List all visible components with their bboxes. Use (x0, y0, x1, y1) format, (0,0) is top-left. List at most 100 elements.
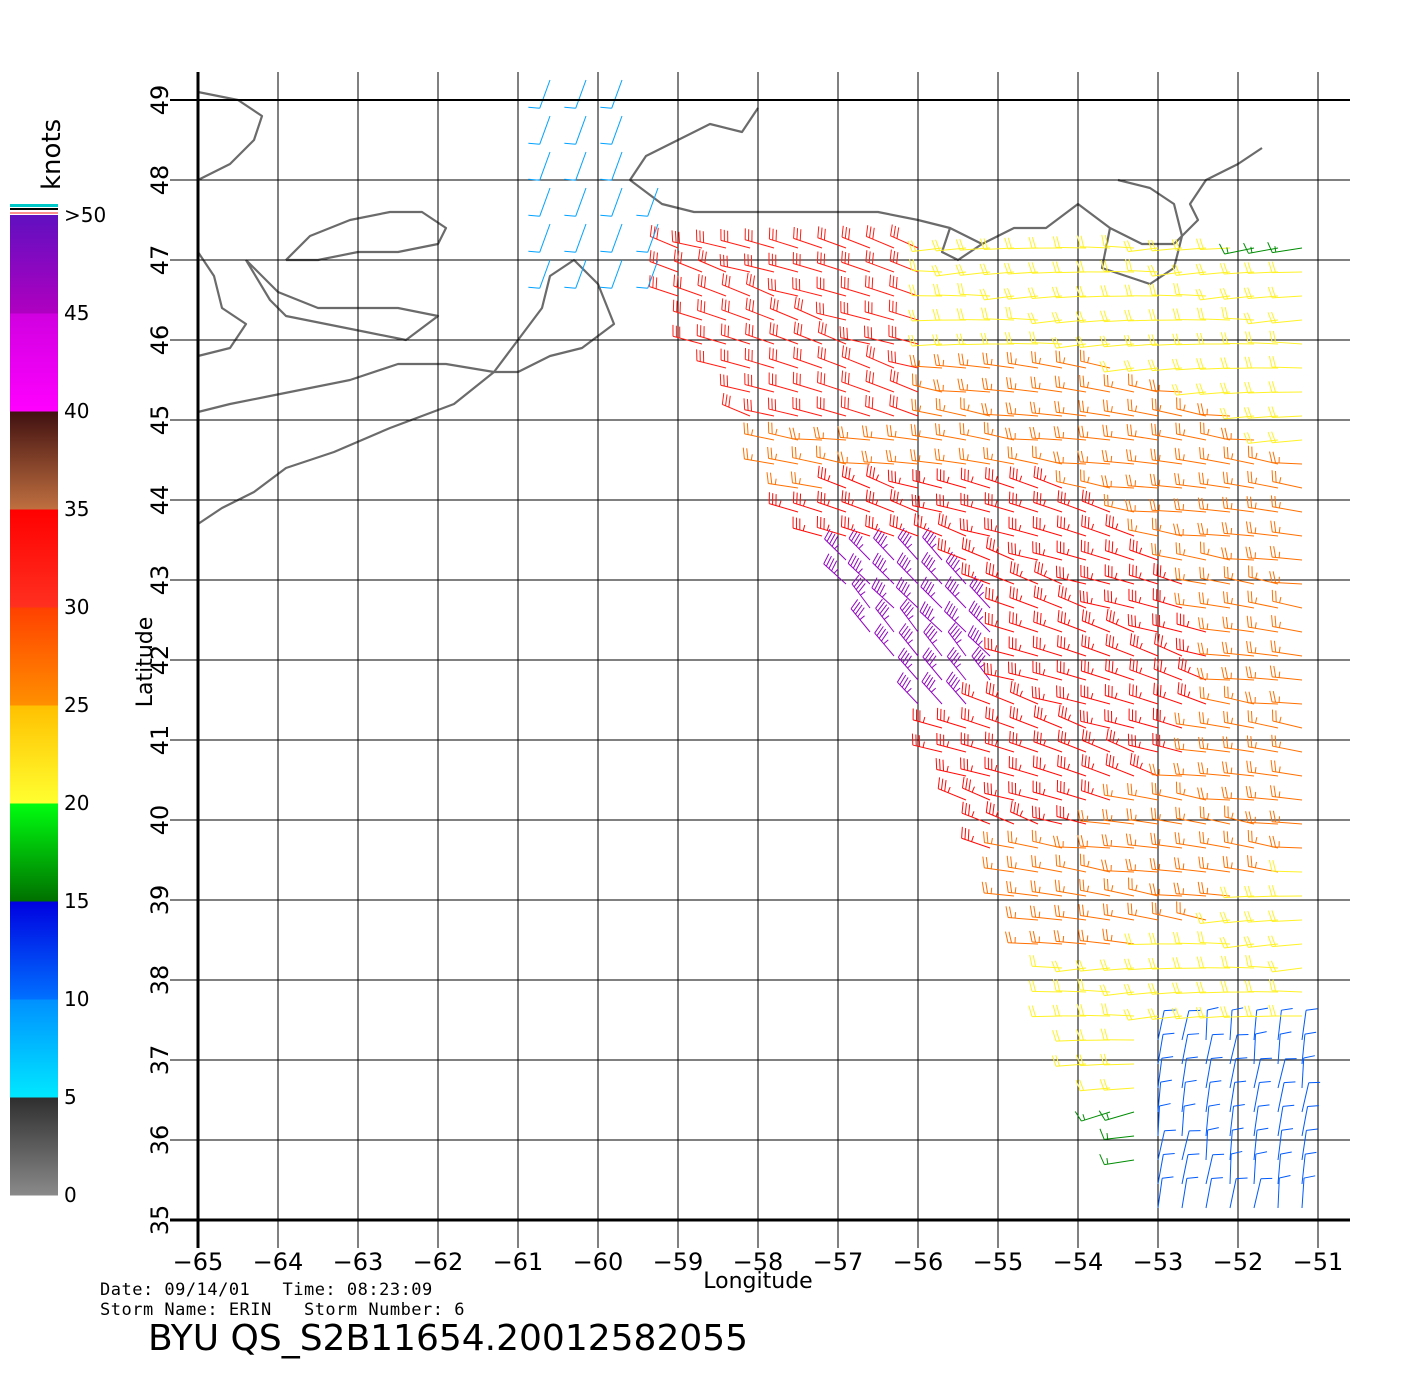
wind-barb (1080, 684, 1111, 705)
wind-barb (1099, 984, 1135, 997)
wind-barb (1080, 539, 1111, 561)
wind-barb (1101, 234, 1135, 249)
wind-barb (984, 492, 1015, 513)
wind-barb (745, 297, 775, 321)
wind-barb (890, 224, 919, 249)
wind-barb (1268, 910, 1303, 922)
wind-barb (1009, 466, 1039, 489)
wind-barb (1253, 1151, 1268, 1185)
wind-barb (1129, 658, 1159, 681)
wind-barb (945, 551, 967, 585)
wind-barb (1199, 447, 1231, 465)
wind-barb (1267, 242, 1303, 254)
wind-barb (1127, 518, 1159, 537)
wind-barb (1051, 1055, 1087, 1067)
colorbar-band (10, 411, 58, 510)
wind-barb (1173, 882, 1207, 897)
wind-barb (1219, 886, 1255, 899)
wind-barb (1221, 547, 1255, 561)
colorbar-label: 35 (64, 497, 89, 521)
wind-barb (896, 672, 919, 705)
colorbar-units: knots (37, 119, 67, 190)
wind-barb (899, 598, 919, 633)
wind-barb (1098, 1110, 1135, 1121)
wind-barb (823, 553, 847, 585)
wind-barb (1054, 400, 1087, 417)
wind-barb (956, 308, 991, 321)
wind-barb (1243, 936, 1279, 948)
wind-barb (1267, 431, 1303, 444)
wind-barb (1243, 242, 1279, 254)
wind-barb (768, 347, 799, 369)
wind-barb (889, 369, 919, 393)
wind-barb (1081, 634, 1111, 657)
wind-barb (719, 254, 751, 273)
longitude-tick-label: −54 (1053, 1248, 1104, 1276)
wind-barb (1205, 1033, 1224, 1065)
wind-barb (1269, 571, 1303, 585)
wind-barb (913, 513, 943, 537)
wind-barb (792, 252, 823, 273)
wind-barb (1028, 980, 1063, 993)
wind-barb (1221, 786, 1255, 801)
wind-barb (841, 465, 871, 489)
wind-barb (907, 240, 943, 253)
colorbar-cap-stripe (10, 212, 58, 214)
wind-barb (1246, 496, 1279, 513)
wind-barb (1197, 787, 1231, 801)
wind-barb (1196, 238, 1231, 251)
wind-barb (1221, 306, 1255, 321)
wind-barb (1174, 472, 1207, 489)
wind-barb (1101, 1003, 1135, 1017)
wind-barb (1102, 903, 1135, 921)
wind-barb (936, 732, 967, 753)
wind-barb (1267, 286, 1303, 299)
wind-barb (1148, 309, 1183, 321)
wind-barb (792, 396, 823, 417)
wind-barb (824, 528, 847, 561)
wind-barb (1271, 709, 1303, 729)
wind-barb (1195, 288, 1231, 301)
wind-barb (1151, 782, 1183, 801)
wind-barb (841, 225, 871, 249)
wind-barb (767, 277, 799, 297)
wind-barb (528, 151, 551, 181)
wind-barb (1101, 449, 1135, 465)
wind-barb (1053, 979, 1087, 993)
wind-barb (649, 250, 679, 273)
wind-barb (1270, 759, 1303, 777)
wind-barb (947, 622, 967, 657)
wind-barb (528, 223, 551, 253)
wind-barb (865, 344, 895, 369)
wind-barb (1077, 978, 1111, 993)
wind-barb (1029, 954, 1063, 969)
longitude-tick-label: −57 (813, 1248, 864, 1276)
wind-barb (1055, 565, 1087, 585)
wind-barb (1033, 730, 1063, 753)
latitude-tick-label: 48 (146, 165, 174, 196)
coastline-anticosti-island (285, 210, 448, 262)
wind-barb (1222, 591, 1255, 609)
wind-barb (1152, 588, 1183, 609)
wind-barb (1222, 496, 1255, 513)
wind-barb (1032, 755, 1063, 777)
wind-barb (909, 259, 943, 273)
wind-barb (1052, 236, 1087, 249)
wind-barb (1123, 958, 1159, 971)
wind-barb (1267, 935, 1303, 948)
wind-barb (1099, 310, 1135, 323)
wind-barb (1221, 641, 1255, 657)
coastline-newfoundland-west-coast (629, 107, 759, 181)
wind-barb (1075, 336, 1111, 348)
wind-barb (1077, 809, 1111, 825)
wind-barb (1077, 425, 1111, 441)
wind-barb (1153, 682, 1183, 705)
wind-barb (1221, 761, 1255, 777)
longitude-tick-label: −62 (413, 1248, 464, 1276)
wind-barb (1253, 1127, 1269, 1161)
wind-barb (919, 601, 943, 633)
wind-barb (1007, 830, 1039, 849)
wind-barb (1105, 658, 1135, 681)
wind-barb (971, 646, 991, 681)
wind-barb (1101, 475, 1135, 489)
